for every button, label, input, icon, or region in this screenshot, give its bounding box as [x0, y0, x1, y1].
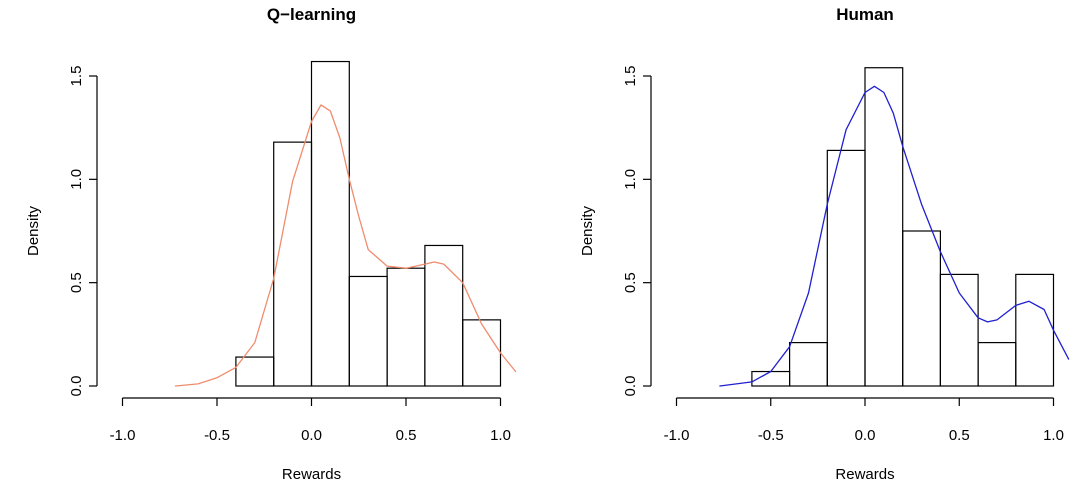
- histogram-bar: [788, 342, 828, 387]
- y-tick-label: 1.0: [622, 169, 639, 190]
- y-tick-label: 0.5: [622, 272, 639, 293]
- density-curve: [174, 104, 517, 387]
- x-tick-label: -0.5: [758, 427, 784, 444]
- histogram-bar: [273, 141, 313, 387]
- histogram-bar: [864, 67, 904, 387]
- y-tick-label: 0.5: [68, 272, 85, 293]
- x-tick-label: 0.5: [396, 427, 417, 444]
- y-tick-label: 0.0: [622, 376, 639, 397]
- x-tick-label: 1.0: [1043, 427, 1064, 444]
- x-tick-label: 0.0: [855, 427, 876, 444]
- chart-title: Q−learning: [267, 5, 356, 24]
- y-tick-label: 1.0: [68, 169, 85, 190]
- chart-title: Human: [836, 5, 894, 24]
- histogram-bar: [977, 342, 1017, 387]
- histogram-bar: [1015, 273, 1055, 387]
- y-tick-label: 1.5: [68, 66, 85, 87]
- x-tick-label: -1.0: [110, 427, 136, 444]
- human-histogram-panel: Human -1.0 -0.5 0.0 0.5 1.0 0.0 0.5 1.0 1.5 Reward…: [579, 5, 1070, 483]
- histogram-bar: [386, 267, 426, 387]
- x-tick-label: 0.0: [301, 427, 322, 444]
- histogram-bar: [902, 230, 942, 387]
- x-tick-label: -0.5: [204, 427, 230, 444]
- x-axis-label: Rewards: [282, 466, 341, 483]
- q-learning-histogram-panel: Q−learning -1.0 -0.5 0.0 0.5 1.0 0.0 0.5 1.0 1.5 R…: [25, 5, 517, 483]
- histogram-bar: [310, 60, 350, 387]
- x-tick-label: 0.5: [949, 427, 970, 444]
- histogram-bar: [939, 273, 979, 387]
- x-tick-label: 1.0: [490, 427, 511, 444]
- y-axis-label: Density: [579, 205, 596, 256]
- y-tick-label: 0.0: [68, 376, 85, 397]
- histogram-bar: [235, 356, 275, 387]
- histogram-bar: [348, 275, 388, 387]
- x-tick-label: -1.0: [664, 427, 690, 444]
- density-curve: [719, 85, 1070, 387]
- y-tick-label: 1.5: [622, 66, 639, 87]
- histogram-bar: [462, 319, 502, 387]
- x-axis-label: Rewards: [835, 466, 894, 483]
- histogram-bar: [826, 149, 866, 387]
- y-axis-label: Density: [25, 205, 42, 256]
- histogram-bar: [424, 244, 464, 387]
